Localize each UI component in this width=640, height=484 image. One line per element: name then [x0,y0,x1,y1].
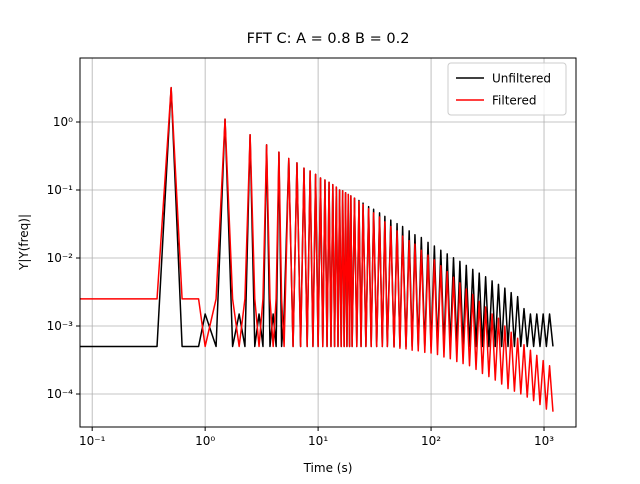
y-tick-label: 10⁻² [47,251,74,265]
y-axis-label: Y|Y(freq)| [17,214,31,271]
legend-box [447,62,567,116]
chart-title: FFT C: A = 0.8 B = 0.2 [247,31,410,47]
legend-label: Unfiltered [492,72,551,86]
plot-area [80,86,554,412]
x-tick-label: 10⁰ [195,434,215,448]
y-tick-label: 10⁻¹ [47,183,74,197]
x-tick-label: 10¹ [308,434,328,448]
x-tick-label: 10⁻¹ [79,434,106,448]
axes-frame [79,57,577,428]
y-tick-label: 10⁻³ [47,319,74,333]
legend: Unfiltered Filtered [447,62,567,116]
x-tick-label: 10² [421,434,441,448]
y-tick-label: 10⁻⁴ [47,387,74,401]
data-line [80,86,554,412]
x-tick-label: 10³ [534,434,554,448]
y-tick-label: 10⁰ [53,115,73,129]
legend-label: Filtered [492,94,536,108]
x-axis-label: Time (s) [303,461,353,475]
